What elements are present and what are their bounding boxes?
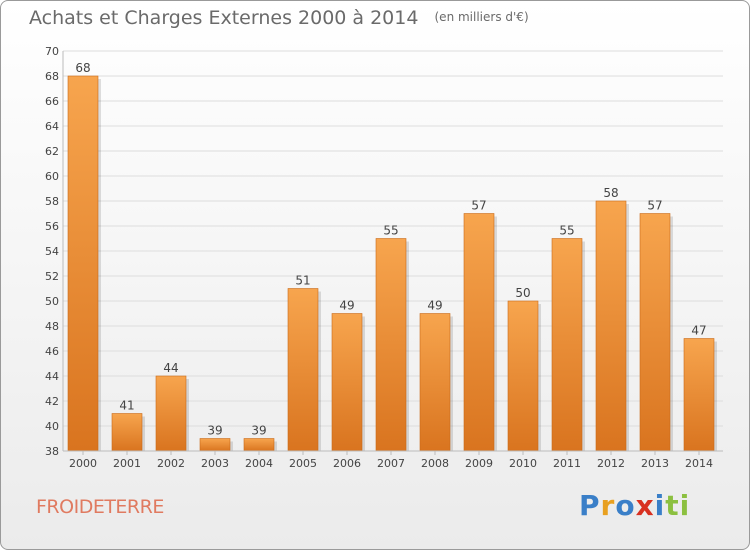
data-label: 57 (647, 199, 662, 213)
data-label: 49 (339, 299, 354, 313)
x-tick-label: 2009 (465, 457, 493, 470)
logo-letter: o (615, 489, 636, 522)
logo-letter: i (654, 489, 666, 522)
x-tick-label: 2013 (641, 457, 669, 470)
y-tick-label: 48 (45, 320, 59, 333)
data-label: 50 (515, 286, 530, 300)
y-tick-label: 66 (45, 95, 59, 108)
bar-2008 (419, 313, 451, 452)
bar-2014 (683, 338, 715, 452)
data-label: 44 (163, 361, 178, 375)
y-tick-label: 42 (45, 395, 59, 408)
logo-letter: P (579, 489, 601, 522)
x-tick-label: 2007 (377, 457, 405, 470)
bar-2005 (287, 288, 319, 452)
y-tick-label: 58 (45, 195, 59, 208)
data-label: 41 (119, 399, 134, 413)
axis-layer: 38 40 42 44 46 48 50 52 54 56 58 60 62 64 66 68 70 68 2000… (45, 45, 723, 470)
y-tick-label: 40 (45, 420, 59, 433)
y-tick-label: 56 (45, 220, 59, 233)
bar-2007 (375, 238, 407, 452)
bar-2002 (155, 375, 187, 452)
bar-2001 (111, 413, 143, 452)
y-tick-label: 54 (45, 245, 59, 258)
x-tick-label: 2005 (289, 457, 317, 470)
x-tick-label: 2011 (553, 457, 581, 470)
bar-2012 (595, 200, 627, 452)
data-label: 39 (251, 424, 266, 438)
x-tick-label: 2004 (245, 457, 273, 470)
data-label: 39 (207, 424, 222, 438)
bar-2004 (243, 438, 275, 452)
logo-letter: t (665, 489, 680, 522)
bar-layer (67, 75, 717, 452)
chart-title: Achats et Charges Externes 2000 à 2014 (29, 7, 419, 29)
logo-letter: x (635, 489, 655, 522)
bar-2011 (551, 238, 583, 452)
logo-letter: i (679, 489, 691, 522)
x-tick-label: 2014 (685, 457, 713, 470)
bar-2009 (463, 213, 495, 452)
chart-unit: (en milliers d'€) (434, 10, 529, 24)
y-tick-label: 52 (45, 270, 59, 283)
y-tick-label: 44 (45, 370, 59, 383)
logo-letter: r (600, 489, 616, 522)
x-tick-label: 2001 (113, 457, 141, 470)
bar-2013 (639, 213, 671, 452)
bar-2000 (67, 75, 99, 452)
data-label: 58 (603, 186, 618, 200)
data-label: 51 (295, 274, 310, 288)
y-tick-label: 60 (45, 170, 59, 183)
data-label: 55 (559, 224, 574, 238)
data-label: 57 (471, 199, 486, 213)
y-tick-label: 50 (45, 295, 59, 308)
commune-name: FROIDETERRE (36, 496, 164, 518)
x-tick-label: 2010 (509, 457, 537, 470)
y-tick-label: 46 (45, 345, 59, 358)
data-label: 55 (383, 224, 398, 238)
x-tick-label: 2002 (157, 457, 185, 470)
chart-title-block: Achats et Charges Externes 2000 à 2014 (… (29, 7, 529, 29)
data-label: 49 (427, 299, 442, 313)
bar-2006 (331, 313, 363, 452)
proxiti-logo[interactable]: Proxiti (579, 489, 690, 522)
x-tick-label: 2000 (69, 457, 97, 470)
y-tick-label: 70 (45, 45, 59, 58)
y-tick-label: 38 (45, 445, 59, 458)
x-tick-label: 2012 (597, 457, 625, 470)
y-tick-label: 68 (45, 70, 59, 83)
y-tick-label: 64 (45, 120, 59, 133)
bar-2003 (199, 438, 231, 452)
bar-2010 (507, 300, 539, 452)
data-label: 47 (691, 324, 706, 338)
y-tick-label: 62 (45, 145, 59, 158)
x-tick-label: 2008 (421, 457, 449, 470)
x-tick-label: 2003 (201, 457, 229, 470)
x-tick-label: 2006 (333, 457, 361, 470)
data-label: 68 (75, 61, 90, 75)
